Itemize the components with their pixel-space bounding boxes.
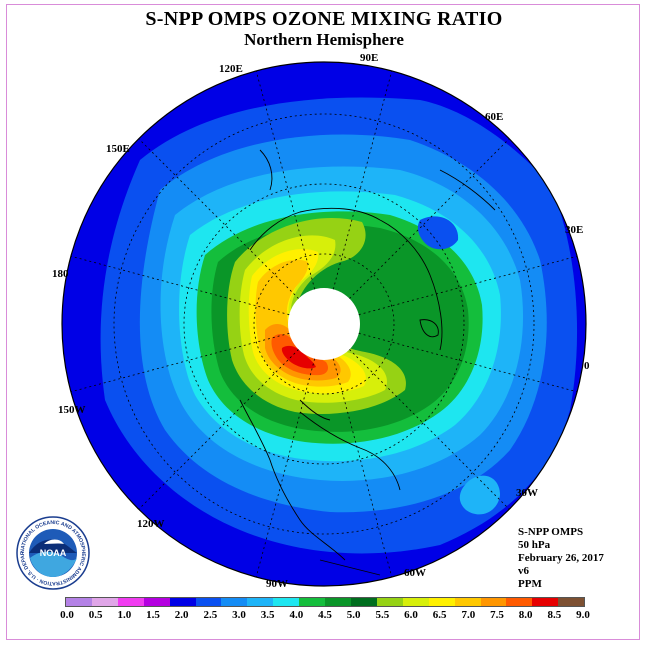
colorbar-tick-label: 1.5 [146, 609, 160, 621]
colorbar-swatch [325, 598, 351, 606]
colorbar [65, 597, 585, 607]
colorbar-tick-label: 3.5 [260, 609, 275, 621]
label-30e: 30E [565, 224, 584, 236]
colorbar-swatch [221, 598, 248, 606]
colorbar-tick-label: 8.0 [518, 609, 533, 621]
colorbar-tick-label: 4.0 [289, 609, 304, 621]
label-60w: 60W [404, 567, 426, 579]
colorbar-swatch [195, 598, 222, 606]
colorbar-swatch [299, 598, 326, 606]
colorbar-tick-label: 0.0 [60, 609, 74, 621]
colorbar-tick-label: 8.5 [547, 609, 562, 621]
colorbar-swatch [506, 598, 533, 606]
label-180: 180 [52, 268, 69, 280]
colorbar-tick-label: 6.0 [404, 609, 418, 621]
colorbar-swatch [247, 598, 274, 606]
latitude-circle [113, 113, 535, 535]
map-boundary [61, 61, 587, 587]
polar-no-data-cap [288, 288, 360, 360]
label-150e: 150E [106, 143, 130, 155]
label-150w: 150W [58, 404, 86, 416]
colorbar-tick-label: 7.5 [490, 609, 504, 621]
info-level: 50 hPa [518, 539, 551, 551]
colorbar-tick-label: 7.0 [461, 609, 476, 621]
colorbar-tick-label: 4.5 [318, 609, 332, 621]
label-60e: 60E [485, 111, 504, 123]
colorbar-swatch [454, 598, 481, 606]
info-block: S-NPP OMPS 50 hPa February 26, 2017 v6 P… [518, 526, 604, 591]
label-120e: 120E [219, 63, 243, 75]
latitude-circle [183, 183, 465, 465]
colorbar-tick-label: 0.5 [88, 609, 103, 621]
colorbar-tick-label: 1.0 [117, 609, 132, 621]
latitude-circle [253, 253, 395, 395]
colorbar-tick-label: 5.0 [346, 609, 361, 621]
colorbar-swatch [350, 598, 377, 606]
colorbar-swatch [117, 598, 144, 606]
info-date: February 26, 2017 [518, 552, 604, 564]
label-90e: 90E [360, 52, 379, 64]
svg-text:NOAA: NOAA [40, 548, 67, 558]
colorbar-swatch [480, 598, 507, 606]
colorbar-swatch [558, 598, 585, 606]
colorbar-tick-label: 3.0 [232, 609, 246, 621]
info-version: v6 [518, 565, 529, 577]
colorbar-swatch [143, 598, 170, 606]
colorbar-swatch [66, 598, 92, 606]
label-90w: 90W [266, 578, 288, 590]
field-level-2-5-pocket [417, 216, 459, 250]
info-units: PPM [518, 578, 542, 590]
graticule [70, 70, 578, 578]
field-level-3-5-pocket [459, 475, 500, 515]
noaa-logo: NATIONAL OCEANIC AND ATMOSPHERIC ADMINIS… [16, 516, 90, 590]
figure-frame [6, 4, 640, 640]
colorbar-swatch [428, 598, 455, 606]
colorbar-tick-label: 2.5 [203, 609, 218, 621]
label-120w: 120W [137, 518, 165, 530]
page-subtitle: Northern Hemisphere [244, 30, 404, 49]
colorbar-swatch [169, 598, 196, 606]
colorbar-tick-label: 5.5 [375, 609, 390, 621]
info-instrument: S-NPP OMPS [518, 526, 584, 538]
colorbar-swatch [273, 598, 300, 606]
colorbar-swatch [376, 598, 403, 606]
coastlines [239, 149, 496, 576]
colorbar-tick-label: 6.5 [432, 609, 447, 621]
colorbar-swatch [91, 598, 118, 606]
field-level-8-5 [281, 345, 316, 369]
page-title: S-NPP OMPS OZONE MIXING RATIO [145, 8, 503, 30]
colorbar-tick-label: 9.0 [576, 609, 590, 621]
colorbar-swatch [402, 598, 429, 606]
label-30w: 30W [516, 487, 538, 499]
colorbar-ticks: 0.0 0.5 1.0 1.5 2.0 2.5 3.0 3.5 4.0 4.5 5.0 5.5 6.0 6… [0, 609, 648, 623]
colorbar-swatch [532, 598, 559, 606]
colorbar-tick-label: 2.0 [174, 609, 189, 621]
label-0: 0 [584, 360, 590, 372]
